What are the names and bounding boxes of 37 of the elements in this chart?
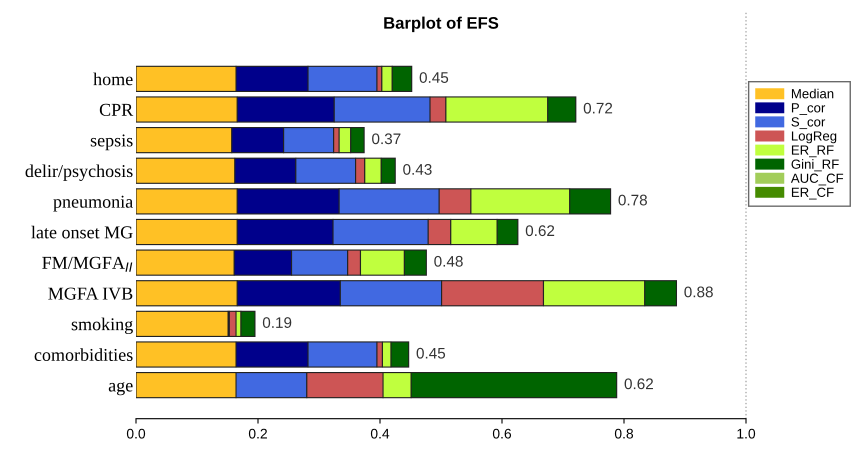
y-tick-label: MGFA IVB [48, 288, 132, 300]
legend-label: AUC_CF [790, 174, 844, 186]
y-tick-label: sepsis [90, 134, 133, 150]
annotation: 0.37 [372, 133, 400, 144]
y-tick-label: age [108, 382, 133, 396]
x-tick-label: 0.8 [614, 428, 634, 439]
x-tick-label: 0.0 [126, 428, 146, 439]
legend-label: ER_RF [792, 146, 834, 158]
y-tick-label: home [93, 72, 133, 86]
x-tick-label: 0.2 [248, 428, 267, 439]
annotation: 0.62 [526, 225, 554, 236]
annotation: 0.72 [584, 102, 612, 114]
annotation: 0.62 [624, 378, 653, 390]
x-tick-label: 0.4 [370, 428, 390, 439]
y-tick-label: CPR [100, 104, 134, 116]
x-tick-label: 1.0 [737, 428, 756, 439]
legend-label: P_cor [792, 103, 826, 115]
legend-label: Gini_RF [792, 159, 839, 172]
legend-label: ER_CF [792, 188, 834, 200]
x-tick-label: 0.6 [492, 428, 512, 439]
annotation: 0.78 [618, 194, 647, 206]
annotation: 0.43 [403, 164, 432, 175]
legend-label: Median [792, 88, 834, 98]
annotation: 0.48 [434, 256, 463, 267]
y-tick-label: comorbidities [34, 348, 133, 361]
annotation: 0.45 [416, 348, 446, 359]
annotation: 0.45 [420, 72, 448, 83]
legend-label: S_cor [791, 117, 826, 130]
y-tick-label: FM/MGFA$_{II}$ [42, 256, 132, 272]
annotation: 0.88 [684, 286, 713, 298]
chart-title: Barplot of EFS [384, 16, 498, 32]
y-tick-label: smoking [72, 318, 133, 334]
y-tick-label: pneumonia [53, 196, 133, 212]
y-tick-label: delir/psychosis [26, 164, 133, 181]
legend-label: LogReg [792, 131, 836, 144]
annotation: 0.19 [262, 317, 292, 328]
y-tick-label: late onset MG [31, 226, 133, 238]
